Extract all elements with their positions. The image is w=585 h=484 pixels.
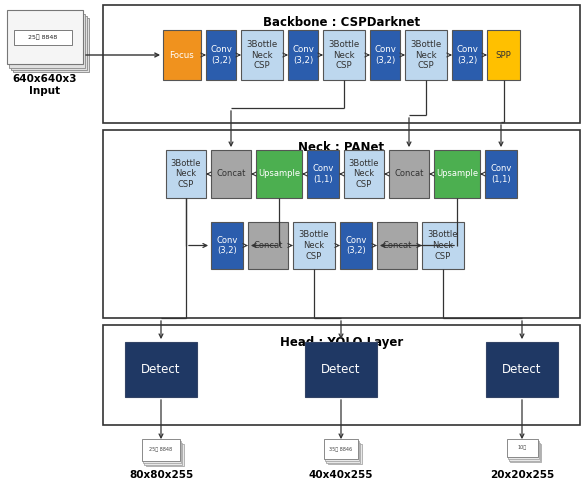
- Bar: [389, 150, 429, 198]
- Bar: [241, 30, 283, 80]
- Text: Conv
(3,2): Conv (3,2): [292, 45, 314, 65]
- Text: Concat: Concat: [253, 241, 283, 250]
- Bar: [340, 222, 372, 269]
- Text: 40x40x255: 40x40x255: [309, 470, 373, 480]
- Text: Focus: Focus: [170, 50, 194, 60]
- Bar: [510, 444, 541, 462]
- Text: 3Bottle
Neck
CSP: 3Bottle Neck CSP: [349, 159, 379, 189]
- Text: 10대: 10대: [518, 445, 526, 451]
- Bar: [325, 441, 359, 461]
- Bar: [324, 439, 358, 459]
- Text: SPP: SPP: [495, 50, 511, 60]
- Bar: [305, 342, 377, 397]
- Bar: [344, 150, 384, 198]
- Text: Conv
(3,2): Conv (3,2): [210, 45, 232, 65]
- Bar: [103, 325, 580, 425]
- Text: 80x80x255: 80x80x255: [129, 470, 193, 480]
- Text: Conv
(3,2): Conv (3,2): [216, 236, 238, 256]
- Bar: [293, 222, 335, 269]
- Bar: [14, 30, 72, 45]
- Bar: [405, 30, 447, 80]
- Bar: [11, 16, 87, 70]
- Bar: [9, 14, 85, 68]
- Text: Detect: Detect: [321, 363, 361, 376]
- Text: 3Bottle
Neck
CSP: 3Bottle Neck CSP: [410, 40, 442, 70]
- Text: 3Bottle
Neck
CSP: 3Bottle Neck CSP: [246, 40, 278, 70]
- Text: 25느 8848: 25느 8848: [29, 35, 58, 40]
- Text: Conv
(3,2): Conv (3,2): [345, 236, 367, 256]
- Text: 3Bottle
Neck
CSP: 3Bottle Neck CSP: [299, 230, 329, 261]
- Bar: [370, 30, 400, 80]
- Text: Concat: Concat: [394, 169, 424, 179]
- Bar: [211, 222, 243, 269]
- Text: 3Bottle
Neck
CSP: 3Bottle Neck CSP: [328, 40, 360, 70]
- Text: 640x640x3
Input: 640x640x3 Input: [13, 74, 77, 96]
- Bar: [163, 30, 201, 80]
- Bar: [211, 150, 251, 198]
- Text: Conv
(1,1): Conv (1,1): [490, 164, 512, 184]
- Bar: [422, 222, 464, 269]
- Bar: [328, 444, 362, 465]
- Bar: [323, 30, 365, 80]
- Bar: [307, 150, 339, 198]
- Bar: [142, 439, 180, 461]
- Text: Neck : PANet: Neck : PANet: [298, 141, 384, 154]
- Text: Conv
(1,1): Conv (1,1): [312, 164, 333, 184]
- Text: Conv
(3,2): Conv (3,2): [456, 45, 478, 65]
- Text: Detect: Detect: [503, 363, 542, 376]
- Bar: [248, 222, 288, 269]
- Text: Concat: Concat: [383, 241, 412, 250]
- Text: 3Bottle
Neck
CSP: 3Bottle Neck CSP: [428, 230, 458, 261]
- Bar: [103, 130, 580, 318]
- Text: 3Bottle
Neck
CSP: 3Bottle Neck CSP: [171, 159, 201, 189]
- Bar: [256, 150, 302, 198]
- Text: Detect: Detect: [141, 363, 181, 376]
- Bar: [508, 441, 539, 459]
- Bar: [125, 342, 197, 397]
- Bar: [377, 222, 417, 269]
- Text: 20x20x255: 20x20x255: [490, 470, 554, 480]
- Bar: [103, 5, 580, 123]
- Text: Concat: Concat: [216, 169, 246, 179]
- Text: 35느 8846: 35느 8846: [329, 447, 353, 452]
- Bar: [509, 442, 540, 461]
- Bar: [7, 10, 83, 64]
- Text: Conv
(3,2): Conv (3,2): [374, 45, 396, 65]
- Bar: [485, 150, 517, 198]
- Bar: [288, 30, 318, 80]
- Bar: [507, 439, 538, 457]
- Bar: [13, 18, 89, 72]
- Bar: [486, 342, 558, 397]
- Bar: [434, 150, 480, 198]
- Bar: [326, 442, 360, 463]
- Text: 25느 8848: 25느 8848: [149, 448, 173, 453]
- Bar: [206, 30, 236, 80]
- Text: Head : YOLO Layer: Head : YOLO Layer: [280, 336, 403, 349]
- Bar: [146, 444, 184, 467]
- Text: Upsample: Upsample: [436, 169, 478, 179]
- Bar: [166, 150, 206, 198]
- Bar: [144, 442, 183, 465]
- Bar: [487, 30, 520, 80]
- Bar: [452, 30, 482, 80]
- Text: Backbone : CSPDarknet: Backbone : CSPDarknet: [263, 16, 420, 29]
- Text: Upsample: Upsample: [258, 169, 300, 179]
- Bar: [143, 441, 181, 463]
